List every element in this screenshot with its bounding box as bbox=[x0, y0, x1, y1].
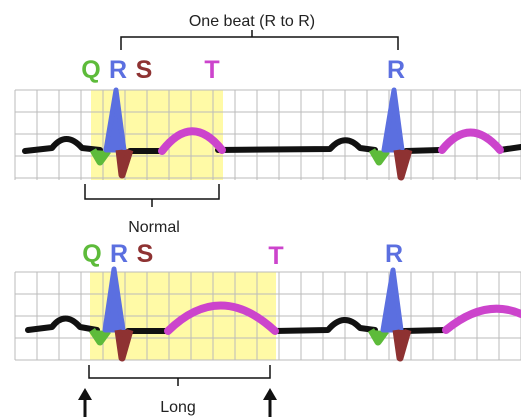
s-wave-long-1 bbox=[114, 329, 134, 362]
q-wave-normal-2 bbox=[368, 148, 390, 166]
long-bracket bbox=[88, 365, 271, 386]
normal-caption: Normal bbox=[128, 219, 180, 236]
s-wave-normal-2 bbox=[393, 149, 413, 181]
q-wave-long-1 bbox=[89, 328, 111, 346]
arrow-up-icon-right-head bbox=[263, 388, 277, 400]
t-wave-long-2 bbox=[442, 304, 521, 334]
r-label-normal: R bbox=[109, 56, 127, 84]
s-label-normal: S bbox=[136, 56, 153, 84]
s-label-long: S bbox=[137, 240, 154, 268]
t-wave-long-1 bbox=[164, 301, 279, 335]
ecg-grid-top bbox=[14, 89, 521, 180]
q-label-long: Q bbox=[82, 240, 101, 268]
r-label-long: R bbox=[110, 240, 128, 268]
r-label-next-beat: R bbox=[387, 56, 405, 84]
t-wave-normal-1 bbox=[158, 127, 226, 155]
strip-long bbox=[14, 266, 521, 362]
q-wave-normal-1 bbox=[89, 148, 111, 166]
s-wave-normal-1 bbox=[115, 148, 134, 179]
r-label-long-next-beat: R bbox=[385, 240, 403, 268]
r-wave-normal-2 bbox=[381, 87, 405, 153]
t-label-long: T bbox=[268, 242, 283, 270]
normal-bracket bbox=[84, 184, 220, 207]
t-wave-normal-2 bbox=[438, 128, 504, 154]
long-caption: Long bbox=[160, 399, 196, 416]
r-wave-long-1 bbox=[102, 266, 126, 333]
q-label-normal: Q bbox=[81, 56, 100, 84]
t-label-normal: T bbox=[204, 56, 219, 84]
r-wave-normal-1 bbox=[103, 87, 127, 153]
q-wave-long-2 bbox=[367, 328, 389, 346]
baseline-long bbox=[25, 315, 449, 334]
strip-normal bbox=[14, 87, 521, 181]
s-wave-long-2 bbox=[392, 329, 412, 362]
baseline-normal bbox=[22, 136, 521, 154]
r-wave-long-2 bbox=[380, 267, 404, 333]
rr-bracket bbox=[120, 30, 399, 50]
one-beat-caption: One beat (R to R) bbox=[189, 13, 315, 30]
arrow-up-icon-head bbox=[78, 388, 92, 400]
